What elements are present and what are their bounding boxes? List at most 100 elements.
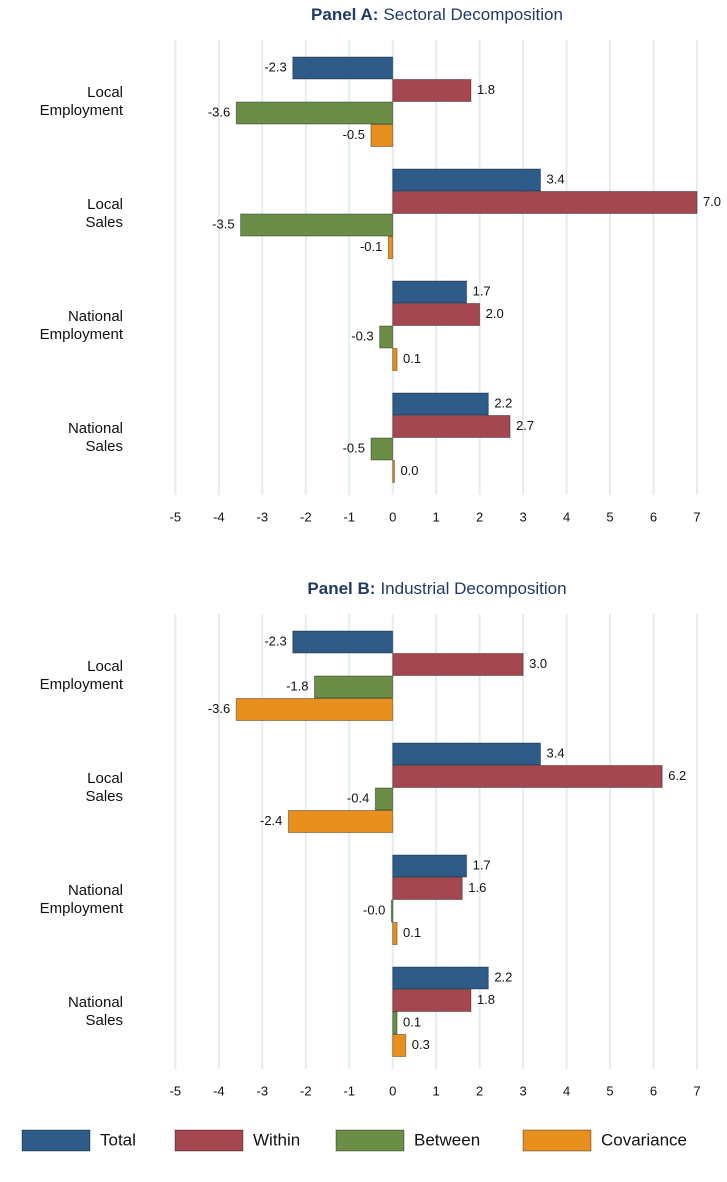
category-line: Sales — [85, 438, 123, 455]
bar — [392, 303, 481, 326]
value-label: -0.3 — [351, 328, 373, 343]
y-tick-label: National Employment — [40, 308, 124, 343]
category-line: Sales — [85, 1012, 123, 1029]
bar — [392, 348, 398, 371]
x-tick-label: -3 — [257, 1083, 269, 1098]
x-tick-label: 1 — [433, 1083, 440, 1098]
value-label: 3.4 — [546, 745, 564, 760]
bar — [370, 437, 394, 461]
value-label: 2.7 — [516, 418, 534, 433]
legend-swatch — [21, 1129, 91, 1152]
y-tick-label: Local Sales — [85, 196, 123, 231]
x-tick-label: -1 — [343, 1083, 355, 1098]
x-tick-label: -2 — [300, 509, 312, 524]
value-label: 1.7 — [473, 283, 491, 298]
category-line: Employment — [40, 102, 124, 119]
title-text: Sectoral Decomposition — [383, 5, 563, 24]
x-tick-label: -4 — [213, 1083, 225, 1098]
bar — [392, 877, 463, 900]
value-label: -2.3 — [264, 59, 286, 74]
value-label: 6.2 — [668, 768, 686, 783]
bar — [292, 56, 394, 80]
bar — [392, 989, 472, 1012]
x-tick-label: 6 — [650, 509, 657, 524]
category-line: Employment — [40, 900, 124, 917]
x-tick-label: 3 — [519, 1083, 526, 1098]
legend-label: Within — [253, 1130, 300, 1149]
x-tick-label: -1 — [343, 509, 355, 524]
bar — [235, 101, 394, 125]
value-label: 1.8 — [477, 82, 495, 97]
bar — [392, 1034, 407, 1057]
x-tick-label: 1 — [433, 509, 440, 524]
chart-title: Panel B: Industrial Decomposition — [307, 579, 566, 598]
y-tick-label: Local Sales — [85, 770, 123, 805]
chart-title: Panel A: Sectoral Decomposition — [311, 5, 563, 24]
bar — [313, 675, 394, 699]
x-tick-label: 5 — [606, 509, 613, 524]
y-tick-label: National Employment — [40, 882, 124, 917]
legend-swatch — [174, 1129, 244, 1152]
y-tick-label: National Sales — [68, 994, 123, 1029]
value-label: 3.0 — [529, 656, 547, 671]
bar — [379, 325, 394, 349]
legend-label: Covariance — [601, 1130, 687, 1149]
value-label: -1.8 — [286, 678, 308, 693]
value-label: 1.7 — [473, 857, 491, 872]
x-tick-label: -4 — [213, 509, 225, 524]
bar — [390, 899, 394, 923]
value-label: -0.0 — [363, 902, 385, 917]
value-label: 3.4 — [546, 171, 564, 186]
bar — [392, 280, 468, 304]
title-text: Industrial Decomposition — [380, 579, 566, 598]
value-label: -3.6 — [208, 104, 230, 119]
x-tick-label: 7 — [693, 509, 700, 524]
value-label: 1.8 — [477, 992, 495, 1007]
x-tick-label: 0 — [389, 509, 396, 524]
category-line: Local — [87, 770, 123, 787]
x-tick-label: 2 — [476, 509, 483, 524]
bar — [235, 698, 394, 721]
value-label: -3.6 — [208, 701, 230, 716]
bar — [374, 787, 394, 811]
bar — [392, 653, 524, 676]
value-label: 0.3 — [412, 1037, 430, 1052]
y-tick-label: Local Employment — [40, 84, 124, 119]
legend-label: Total — [100, 1130, 136, 1149]
value-label: -2.3 — [264, 633, 286, 648]
x-tick-label: 7 — [693, 1083, 700, 1098]
x-tick-label: -2 — [300, 1083, 312, 1098]
x-tick-label: 4 — [563, 1083, 570, 1098]
value-label: -0.5 — [343, 440, 365, 455]
value-label: 0.1 — [403, 1014, 421, 1029]
value-label: -2.4 — [260, 813, 282, 828]
y-tick-label: National Sales — [68, 420, 123, 455]
y-tick-label: Local Employment — [40, 658, 124, 693]
x-tick-label: -5 — [170, 509, 182, 524]
x-tick-label: 0 — [389, 1083, 396, 1098]
legend-swatch — [335, 1129, 405, 1152]
category-line: National — [68, 882, 123, 899]
bar — [292, 630, 394, 654]
x-tick-label: 6 — [650, 1083, 657, 1098]
bar — [392, 392, 489, 416]
bar — [287, 810, 394, 833]
value-label: 0.1 — [403, 925, 421, 940]
category-line: Sales — [85, 214, 123, 231]
category-line: Local — [87, 658, 123, 675]
category-line: National — [68, 994, 123, 1011]
category-line: Local — [87, 196, 123, 213]
x-tick-label: 2 — [476, 1083, 483, 1098]
category-line: Local — [87, 84, 123, 101]
panel-label: Panel B: — [307, 579, 375, 598]
x-tick-label: 5 — [606, 1083, 613, 1098]
bar — [392, 1011, 398, 1035]
bar — [392, 966, 489, 990]
value-label: 0.0 — [400, 463, 418, 478]
value-label: 2.0 — [486, 306, 504, 321]
value-label: -0.5 — [343, 127, 365, 142]
value-label: -0.1 — [360, 239, 382, 254]
category-line: Employment — [40, 326, 124, 343]
bar — [392, 742, 541, 766]
